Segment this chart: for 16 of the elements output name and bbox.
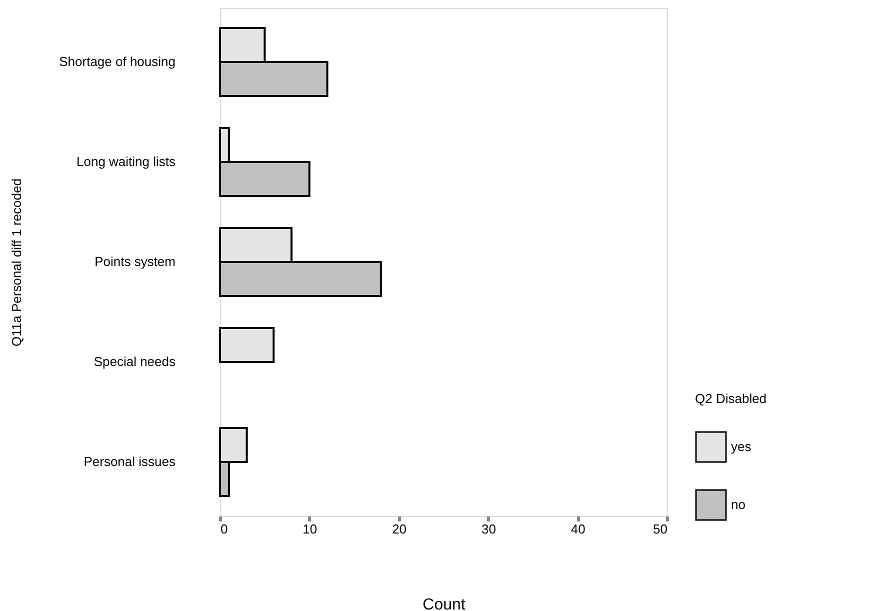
x-tick-label: 0 [220,522,228,536]
x-tick-label: 10 [302,522,318,536]
legend-label: no [731,497,746,512]
y-tick-label: Personal issues [84,454,176,469]
y-tick-label: Long waiting lists [76,154,176,169]
legend-title: Q2 Disabled [695,391,767,406]
x-tick-label: 30 [481,522,496,536]
x-axis-title: Count [422,596,466,611]
x-tick-label: 50 [653,522,668,536]
legend-label: yes [731,439,752,454]
y-tick-label: Shortage of housing [59,54,176,69]
y-axis-title: Q11a Personal diff 1 recoded [9,178,24,346]
x-tick-label: 20 [392,522,407,536]
y-tick-label: Special needs [94,354,176,369]
y-tick-label: Points system [94,254,176,269]
x-tick-label: 40 [570,522,586,536]
